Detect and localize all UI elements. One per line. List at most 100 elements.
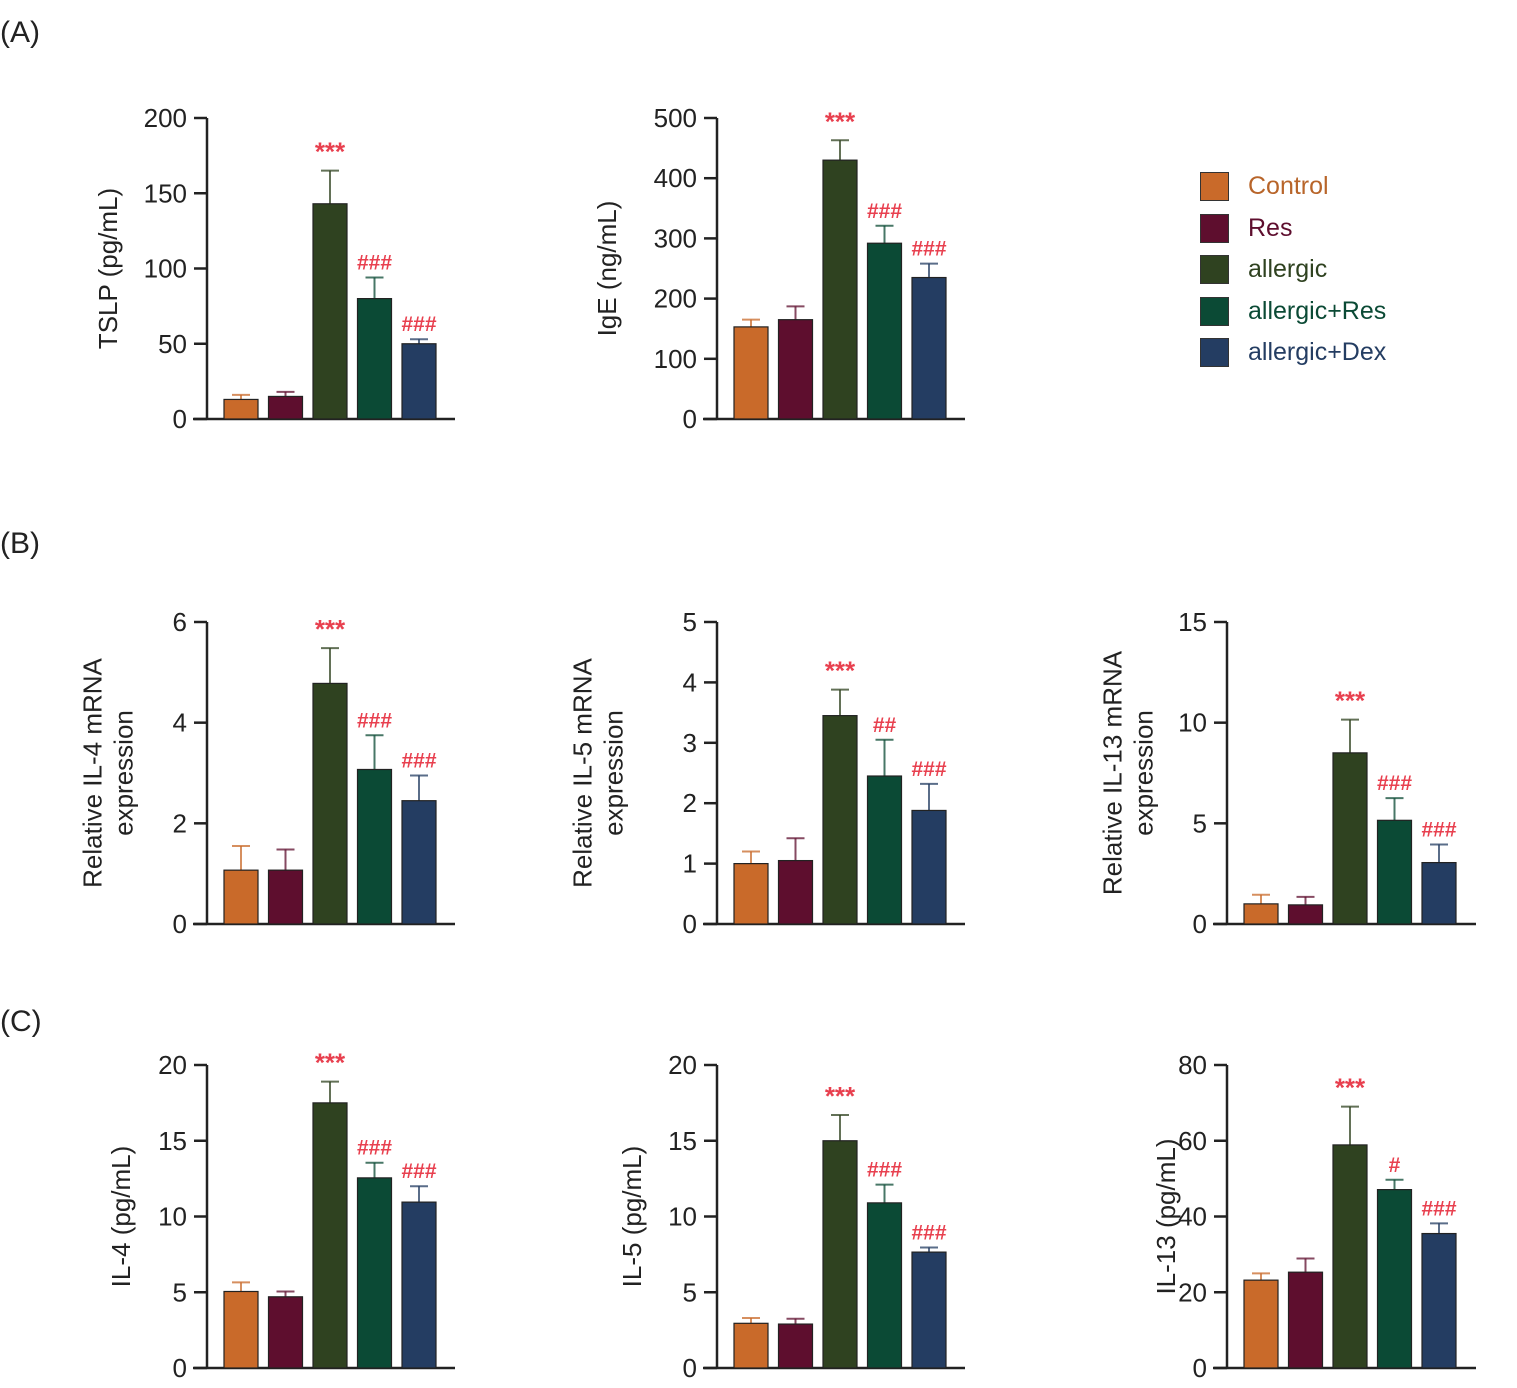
- chart-3-bar-control: [223, 869, 259, 925]
- chart-3-significance-allergic-res: ###: [357, 709, 392, 732]
- chart-1-bar-allergic: [312, 203, 348, 420]
- chart-8-y-tick-label: 0: [1193, 1353, 1207, 1383]
- chart-1-bar-control: [223, 398, 259, 420]
- chart-3-y-axis-title: Relative IL-4 mRNA: [78, 657, 108, 887]
- chart-2-bar-allergic-dex: [911, 276, 947, 420]
- chart-2-y-axis-title: IgE (ng/mL): [592, 201, 622, 337]
- chart-2-bar-control: [733, 326, 769, 420]
- chart-6-y-tick-label: 20: [158, 1050, 187, 1080]
- chart-5-y-tick-label: 0: [1193, 909, 1207, 939]
- chart-7-bar-res: [777, 1323, 814, 1369]
- chart-3-y-tick-label: 2: [173, 808, 187, 838]
- chart-8-bar-allergic-res: [1376, 1189, 1413, 1369]
- chart-5-significance-allergic-res: ###: [1377, 772, 1412, 795]
- legend: Control Res allergic allergic+Res allerg…: [1200, 166, 1386, 374]
- chart-8-significance-allergic-dex: ###: [1421, 1197, 1456, 1220]
- chart-1-bar-res: [267, 395, 304, 420]
- chart-5-bar-allergic-res: [1376, 819, 1413, 925]
- chart-6-significance-allergic: ***: [315, 1048, 346, 1078]
- legend-item-res: Res: [1200, 208, 1386, 250]
- chart-4-significance-allergic-dex: ###: [911, 758, 946, 781]
- chart-4-y-axis-title: expression: [599, 710, 629, 836]
- chart-8-y-tick-label: 40: [1178, 1202, 1207, 1232]
- chart-1-y-axis-title: TSLP (pg/mL): [93, 188, 123, 349]
- chart-4-bar-control: [733, 862, 769, 925]
- chart-7-significance-allergic-res: ###: [867, 1159, 902, 1182]
- chart-7-bar-allergic-dex: [911, 1251, 947, 1369]
- chart-8-significance-allergic: ***: [1335, 1073, 1366, 1103]
- chart-1-y-tick-label: 200: [144, 103, 187, 133]
- chart-2-y-tick-label: 500: [654, 103, 697, 133]
- chart-5-y-tick-label: 10: [1178, 708, 1207, 738]
- panel-label-c: (C): [0, 1005, 42, 1038]
- legend-label-control: Control: [1248, 172, 1329, 201]
- chart-5-significance-allergic: ***: [1335, 686, 1366, 716]
- chart-7-y-tick-label: 20: [668, 1050, 697, 1080]
- chart-7-y-tick-label: 5: [683, 1277, 697, 1307]
- chart-8-y-tick-label: 60: [1178, 1126, 1207, 1156]
- chart-2-bar-allergic: [822, 159, 858, 420]
- chart-4-y-tick-label: 0: [683, 909, 697, 939]
- legend-swatch-allergic-res: [1200, 296, 1229, 326]
- chart-1-y-tick-label: 0: [173, 404, 187, 434]
- chart-5-y-axis-title: expression: [1129, 710, 1159, 836]
- chart-7-y-axis-title: IL-5 (pg/mL): [617, 1146, 647, 1288]
- chart-6-bar-allergic: [312, 1102, 348, 1369]
- chart-5-bar-control: [1243, 903, 1279, 925]
- chart-8-y-tick-label: 80: [1178, 1050, 1207, 1080]
- chart-4-significance-allergic-res: ##: [873, 714, 897, 737]
- chart-1-y-tick-label: 100: [144, 254, 187, 284]
- chart-3-bar-allergic: [312, 682, 348, 925]
- chart-6-y-tick-label: 5: [173, 1277, 187, 1307]
- chart-8-y-tick-label: 20: [1178, 1277, 1207, 1307]
- chart-4-y-tick-label: 1: [683, 849, 697, 879]
- chart-5-bar-allergic-dex: [1421, 861, 1457, 925]
- chart-7-significance-allergic: ***: [825, 1081, 856, 1111]
- chart-6-bar-res: [267, 1296, 304, 1369]
- chart-8-bar-allergic: [1332, 1144, 1368, 1369]
- legend-swatch-allergic: [1200, 255, 1229, 285]
- chart-6-significance-allergic-dex: ###: [401, 1160, 436, 1183]
- chart-6-y-tick-label: 15: [158, 1126, 187, 1156]
- chart-1-bar-allergic-dex: [401, 343, 437, 420]
- chart-6-bar-control: [223, 1290, 259, 1369]
- chart-4-y-tick-label: 3: [683, 728, 697, 758]
- chart-5-y-tick-label: 15: [1178, 607, 1207, 637]
- legend-item-control: Control: [1200, 166, 1386, 208]
- chart-8-significance-allergic-res: #: [1389, 1154, 1401, 1177]
- chart-6-y-tick-label: 0: [173, 1353, 187, 1383]
- chart-8-bar-res: [1287, 1271, 1324, 1369]
- chart-6-y-tick-label: 10: [158, 1202, 187, 1232]
- chart-7-bar-control: [733, 1322, 769, 1369]
- chart-1-bar-allergic-res: [356, 298, 393, 420]
- legend-label-allergic-dex: allergic+Dex: [1248, 338, 1387, 367]
- chart-2-y-tick-label: 0: [683, 404, 697, 434]
- chart-8-bar-control: [1243, 1279, 1279, 1369]
- chart-6-bar-allergic-dex: [401, 1201, 437, 1369]
- chart-2-significance-allergic-dex: ###: [911, 238, 946, 261]
- legend-swatch-res: [1200, 213, 1229, 243]
- chart-7-bar-allergic-res: [866, 1202, 903, 1369]
- chart-2-bar-allergic-res: [866, 242, 903, 420]
- chart-1-significance-allergic-dex: ###: [401, 313, 436, 336]
- chart-3-y-tick-label: 4: [173, 708, 187, 738]
- chart-4-y-axis-title: Relative IL-5 mRNA: [568, 657, 598, 887]
- chart-3-bar-res: [267, 869, 304, 925]
- chart-3-y-tick-label: 6: [173, 607, 187, 637]
- chart-2-bar-res: [777, 319, 814, 420]
- chart-4-significance-allergic: ***: [825, 656, 856, 686]
- chart-3-significance-allergic: ***: [315, 614, 346, 644]
- chart-4-bar-res: [777, 859, 814, 925]
- chart-8-bar-allergic-dex: [1421, 1232, 1457, 1369]
- chart-3-y-tick-label: 0: [173, 909, 187, 939]
- legend-item-allergic-res: allergic+Res: [1200, 291, 1386, 333]
- chart-4-bar-allergic: [822, 715, 858, 925]
- chart-4-bar-allergic-res: [866, 775, 903, 925]
- chart-6-significance-allergic-res: ###: [357, 1137, 392, 1160]
- chart-6-y-axis-title: IL-4 (pg/mL): [106, 1146, 136, 1288]
- chart-7-y-tick-label: 0: [683, 1353, 697, 1383]
- chart-4-y-tick-label: 2: [683, 788, 697, 818]
- chart-5-bar-allergic: [1332, 752, 1368, 925]
- legend-item-allergic: allergic: [1200, 249, 1386, 291]
